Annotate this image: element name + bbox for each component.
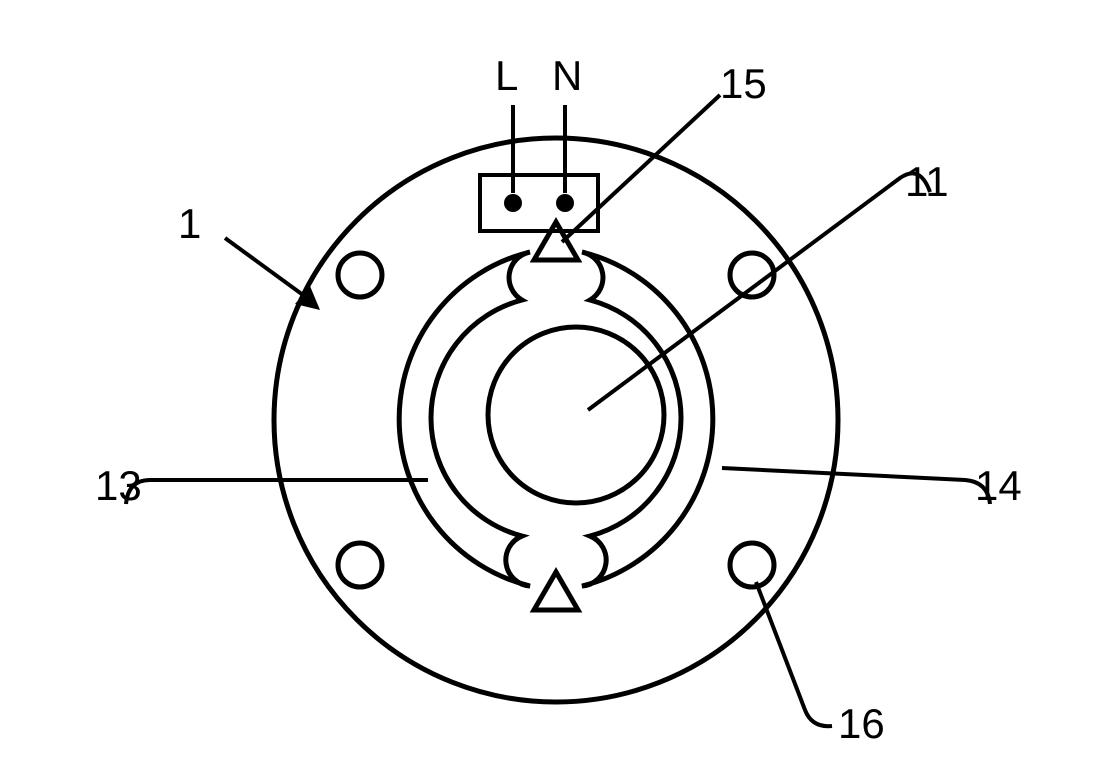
mount-hole: [338, 543, 382, 587]
left-arc-slot: [399, 252, 530, 586]
label-left-arc: 13: [95, 462, 142, 510]
leader-11: [588, 173, 930, 410]
center-hole: [488, 327, 664, 503]
top-triangle-icon: [534, 222, 578, 260]
right-arc-slot: [582, 252, 713, 586]
mount-hole: [730, 543, 774, 587]
label-main: 1: [178, 200, 201, 248]
mount-hole: [338, 253, 382, 297]
bottom-triangle-icon: [534, 572, 578, 610]
leader-1: [225, 238, 314, 303]
leader-13: [126, 480, 428, 504]
label-N: N: [552, 52, 582, 100]
connector-dot: [556, 194, 574, 212]
label-mount-hole: 16: [838, 700, 885, 748]
leader-15: [562, 95, 720, 242]
label-center-hole: 11: [905, 158, 949, 206]
connector-dot: [504, 194, 522, 212]
label-top-triangle: 15: [720, 60, 767, 108]
leader-14: [722, 468, 990, 504]
label-L: L: [495, 52, 518, 100]
label-right-arc: 14: [975, 462, 1022, 510]
flange-diagram: [0, 0, 1113, 760]
